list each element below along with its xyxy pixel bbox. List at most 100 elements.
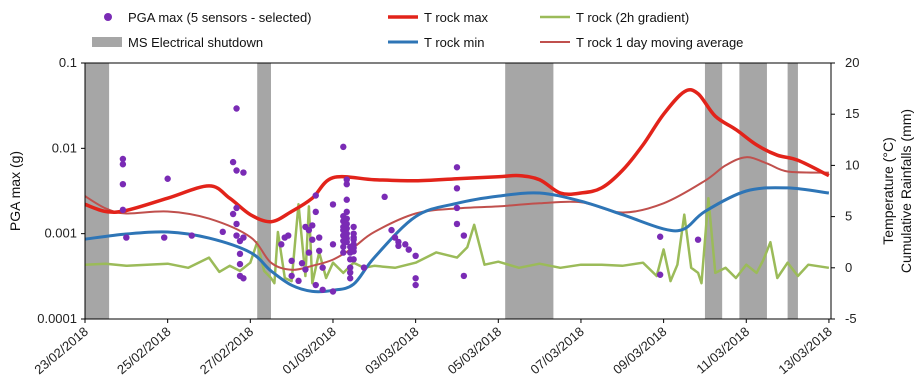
pga-point-46 (340, 143, 347, 151)
pga-point-38 (312, 281, 319, 289)
series-line-t-rock-max (84, 88, 830, 224)
pga-point-68 (346, 264, 354, 271)
pga-point-17 (236, 250, 244, 258)
shutdown-bar-1 (257, 63, 271, 319)
y2-tick-label-1: 0 (845, 260, 852, 275)
pga-point-10 (229, 158, 237, 166)
pga-point-11 (233, 105, 240, 112)
pga-point-96 (656, 271, 664, 278)
y2-tick-label-4: 15 (845, 106, 859, 121)
pga-point-93 (453, 220, 461, 228)
pga-point-0 (119, 155, 127, 163)
pga-point-25 (285, 232, 292, 239)
pga-point-64 (343, 238, 350, 246)
legend-marker-shutdown (92, 37, 122, 47)
x-tick-label-9: 13/03/2018 (775, 324, 834, 377)
pga-point-4 (123, 234, 130, 241)
legend-item-pga: PGA max (5 sensors - selected) (104, 10, 312, 25)
x-tick-label-7: 09/03/2018 (610, 324, 669, 377)
pga-point-20 (240, 169, 247, 176)
pga-point-94 (460, 232, 468, 239)
y2-tick-label-3: 10 (845, 157, 859, 172)
y2-axis-title-line1: Temperature (°C) (880, 137, 896, 245)
pga-point-57 (343, 196, 350, 203)
pga-point-71 (350, 223, 357, 231)
legend-item-shutdown: MS Electrical shutdown (92, 35, 263, 50)
pga-point-91 (453, 185, 461, 192)
y-tick-label-0: 0.0001 (37, 311, 77, 326)
pga-point-7 (188, 232, 195, 239)
pga-point-78 (350, 256, 357, 263)
pga-point-15 (233, 232, 240, 239)
pga-point-86 (405, 246, 412, 253)
series-line-t-rock-2h-gradient- (84, 196, 830, 285)
shutdown-bar-0 (85, 63, 110, 319)
pga-point-33 (305, 249, 313, 256)
pga-point-74 (350, 236, 357, 243)
pga-point-60 (343, 220, 350, 228)
y2-tick-label-0: -5 (845, 311, 857, 326)
legend-label-trock-max: T rock max (424, 10, 489, 25)
pga-point-62 (343, 230, 350, 237)
pga-point-1 (119, 161, 127, 168)
pga-point-23 (278, 241, 285, 248)
pga-point-54 (340, 249, 347, 256)
y2-tick-label-5: 20 (845, 55, 859, 70)
pga-point-58 (343, 208, 350, 216)
pga-point-56 (343, 180, 350, 188)
pga-point-36 (312, 192, 319, 199)
pga-point-45 (329, 288, 337, 295)
pga-point-84 (395, 242, 402, 250)
pga-point-89 (412, 281, 419, 289)
legend-item-trock-gradient: T rock (2h gradient) (540, 10, 689, 25)
pga-point-85 (402, 241, 409, 248)
y-axis-title: PGA max (g) (7, 151, 23, 231)
x-tick-label-5: 05/03/2018 (445, 324, 504, 377)
pga-point-37 (312, 208, 319, 216)
x-tick-label-0: 23/02/2018 (31, 324, 90, 377)
y-axis-ticks: 0.0001 0.001 0.01 0.1 (37, 55, 85, 326)
pga-point-79 (360, 264, 368, 271)
y-tick-label-1: 0.001 (44, 226, 77, 241)
legend-label-trock-min: T rock min (424, 35, 484, 50)
legend-marker-pga (104, 13, 112, 21)
pga-point-6 (164, 175, 171, 182)
pga-point-77 (350, 248, 357, 255)
series-line-t-rock-1-day-moving-average (84, 156, 829, 271)
pga-point-59 (343, 215, 350, 222)
y2-tick-label-2: 5 (845, 209, 852, 224)
shutdown-bar-5 (787, 63, 798, 319)
pga-point-55 (343, 176, 350, 183)
y2-axis-ticks: -5 0 5 10 15 20 (831, 55, 859, 326)
x-tick-label-1: 25/02/2018 (114, 324, 173, 377)
pga-point-81 (388, 226, 395, 234)
series-line-t-rock-min (84, 186, 830, 294)
pga-point-27 (288, 272, 295, 280)
legend-item-trock-avg: T rock 1 day moving average (540, 35, 743, 50)
pga-point-53 (340, 243, 347, 251)
pga-point-41 (319, 264, 326, 271)
pga-point-21 (240, 234, 247, 241)
pga-point-39 (316, 234, 323, 241)
x-tick-label-3: 01/03/2018 (279, 324, 338, 377)
pga-point-88 (412, 275, 419, 282)
pga-point-34 (309, 222, 316, 229)
series-layer (84, 88, 830, 294)
y2-axis-title-line2: Cumulative Rainfalls (mm) (898, 109, 914, 273)
legend-label-trock-avg: T rock 1 day moving average (576, 35, 743, 50)
pga-point-70 (346, 275, 354, 282)
pga-point-82 (391, 234, 399, 241)
pga-point-2 (119, 180, 127, 188)
shutdown-bar-3 (704, 63, 723, 319)
pga-point-42 (319, 286, 326, 293)
legend-item-trock-max: T rock max (388, 10, 489, 25)
scatter-layer (119, 105, 702, 295)
pga-point-40 (316, 247, 323, 254)
pga-point-8 (219, 228, 226, 236)
pga-point-31 (302, 266, 309, 273)
legend-label-shutdown: MS Electrical shutdown (128, 35, 263, 50)
y-tick-label-2: 0.01 (52, 140, 77, 155)
x-tick-label-6: 07/03/2018 (527, 324, 586, 377)
x-tick-label-4: 03/03/2018 (362, 324, 421, 377)
